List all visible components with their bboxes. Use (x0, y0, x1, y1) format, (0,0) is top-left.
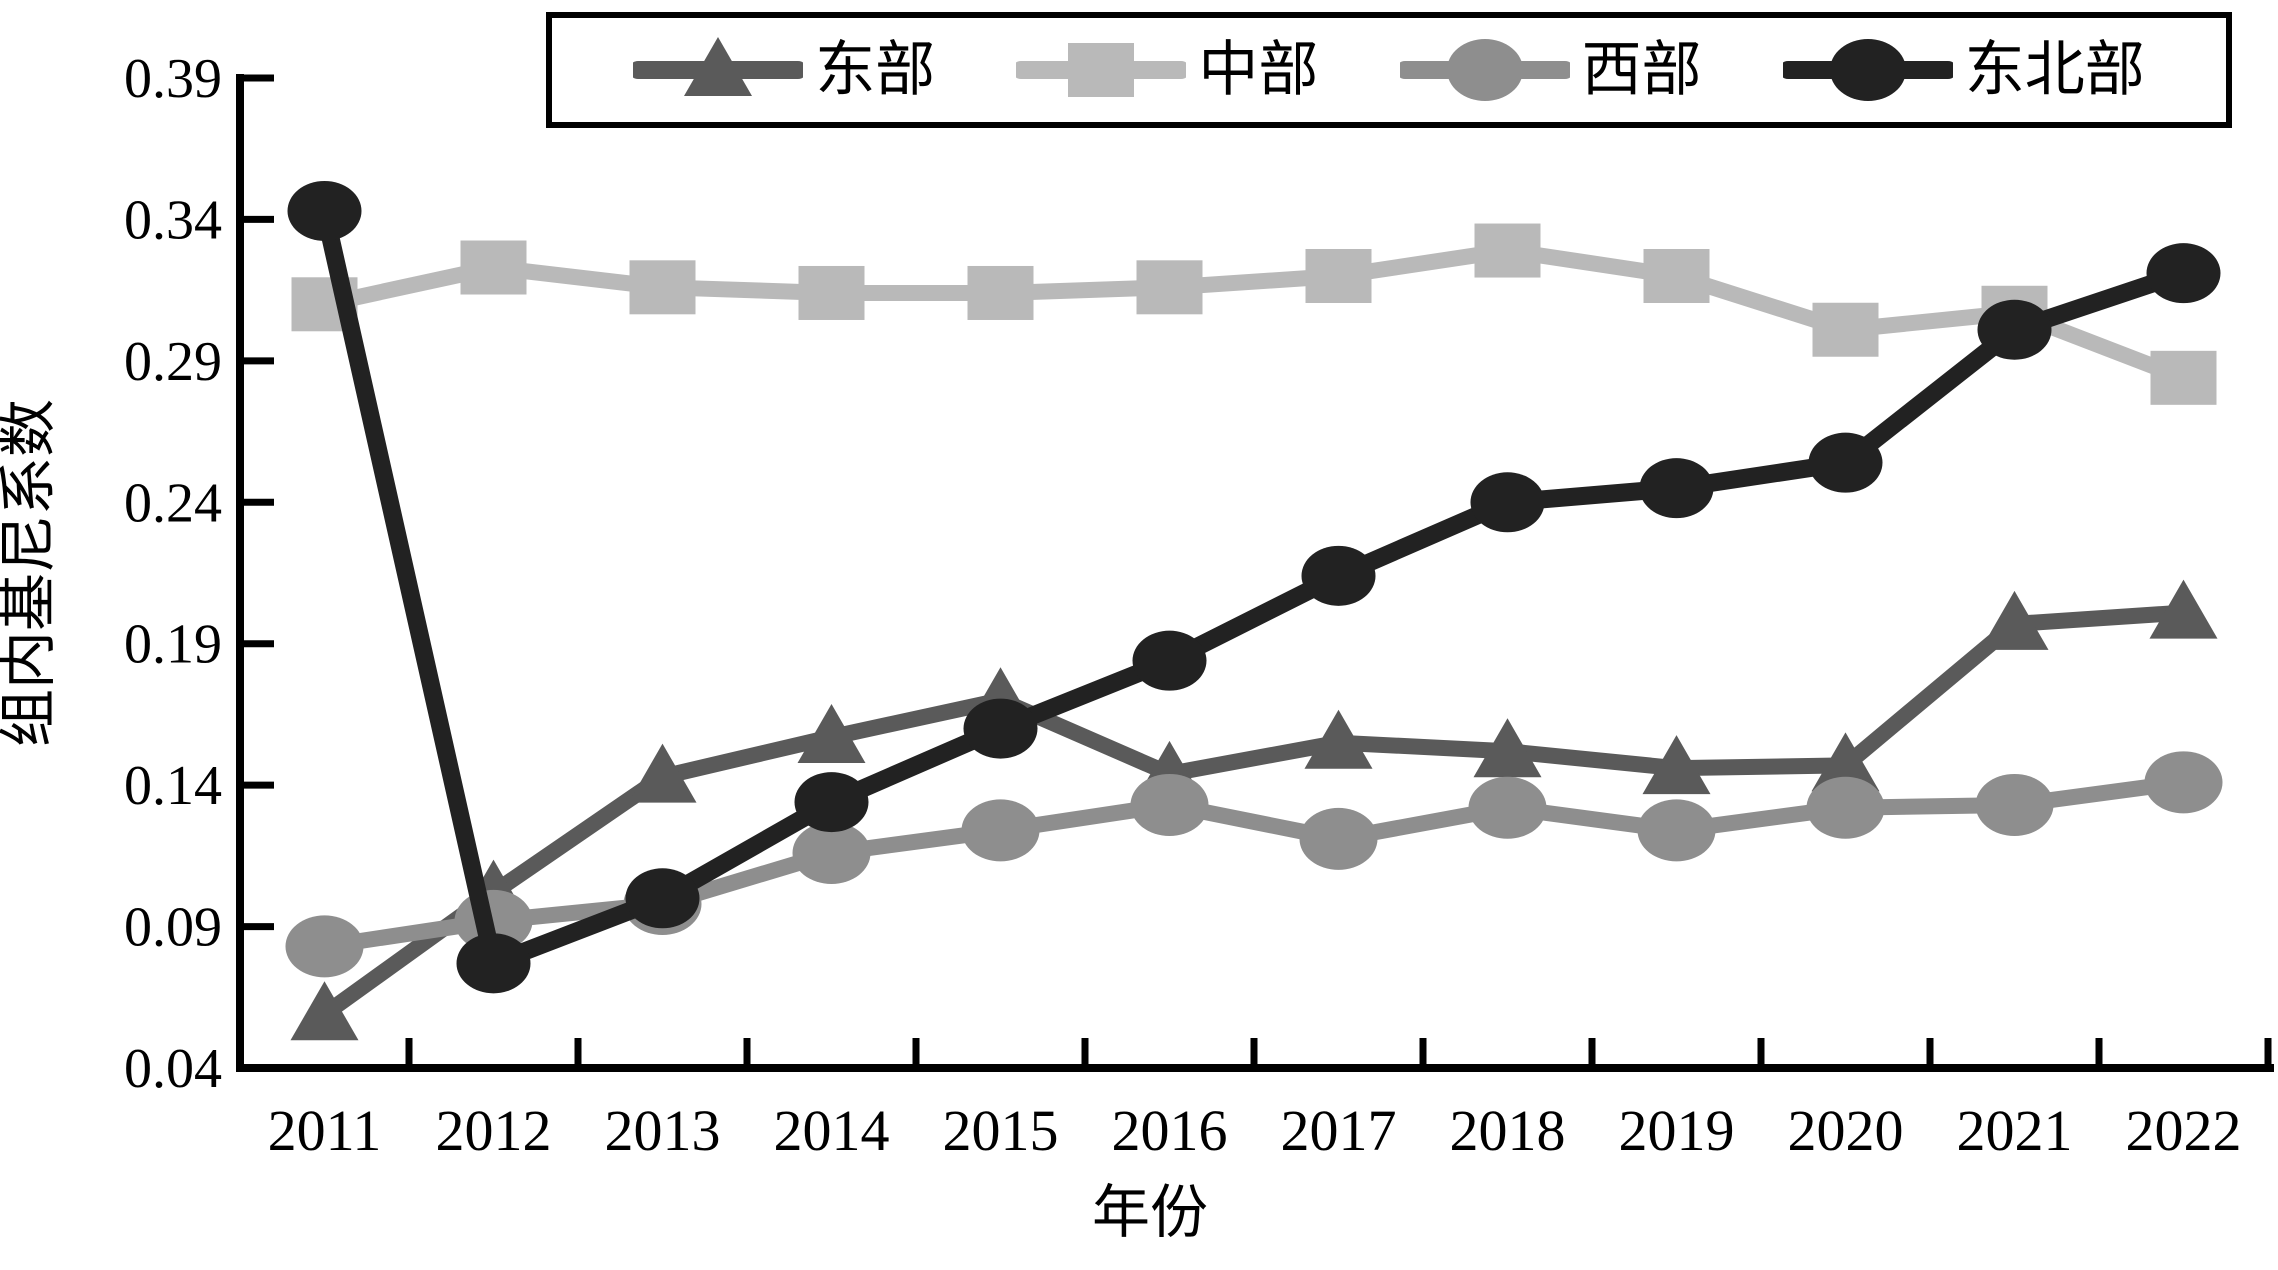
series-marker-west (961, 799, 1040, 862)
x-tick-label: 2021 (1957, 1098, 2073, 1163)
y-tick-label: 0.24 (124, 472, 222, 534)
series-marker-west (1975, 773, 2054, 836)
series-marker-east (797, 704, 866, 764)
series-marker-west (1806, 776, 1885, 839)
x-tick-label: 2022 (2126, 1098, 2242, 1163)
series-marker-central (1305, 249, 1372, 303)
legend-item-central: 中部 (1016, 30, 1318, 110)
x-tick-label: 2014 (774, 1098, 890, 1163)
series-marker-northeast (2146, 243, 2221, 304)
triangle-legend-marker-icon (633, 37, 804, 96)
x-tick-label: 2013 (605, 1098, 721, 1163)
series-marker-west (1637, 799, 1716, 862)
series-marker-northeast (1808, 432, 1883, 493)
legend-label-east: 东部 (815, 37, 936, 103)
legend-label-central: 中部 (1198, 37, 1319, 103)
legend-item-northeast: 东北部 (1782, 30, 2145, 110)
series-marker-central (629, 260, 696, 315)
x-axis-title: 年份 (1092, 1180, 1208, 1245)
series-line-central (316, 242, 2192, 386)
series-marker-northeast (1132, 630, 1207, 691)
y-tick-label: 0.14 (124, 755, 222, 817)
y-tick-label: 0.19 (124, 614, 222, 676)
y-tick-label: 0.04 (124, 1038, 222, 1100)
series-marker-west (1468, 776, 1547, 839)
y-axis-title: 组内基尼系数 (0, 399, 61, 747)
series-marker-central (2150, 350, 2217, 405)
series-marker-northeast (625, 868, 700, 929)
series-marker-northeast (963, 698, 1038, 759)
legend-box: 东部 中部 西部 东北部 (546, 12, 2232, 128)
series-marker-central (798, 265, 865, 320)
series-marker-central (967, 265, 1034, 320)
x-tick-label: 2020 (1788, 1098, 1904, 1163)
series-marker-central (1136, 260, 1203, 315)
series-marker-central (460, 240, 527, 295)
x-tick-label: 2018 (1450, 1098, 1566, 1163)
series-marker-west (1299, 807, 1378, 870)
y-tick-label: 0.39 (124, 48, 222, 110)
y-tick-label: 0.34 (124, 189, 222, 251)
series-marker-northeast (456, 933, 531, 994)
series-marker-northeast (794, 772, 869, 833)
x-tick-label: 2012 (436, 1098, 552, 1163)
x-tick-label: 2019 (1619, 1098, 1735, 1163)
series-marker-west (1130, 773, 1209, 836)
series-marker-east (1473, 718, 1542, 778)
series-marker-west (2144, 751, 2223, 814)
series-marker-central (1474, 223, 1541, 278)
legend-item-west: 西部 (1399, 30, 1702, 110)
series-marker-northeast (1470, 472, 1545, 533)
legend-label-west: 西部 (1581, 37, 1702, 103)
legend-item-east: 东部 (633, 30, 935, 110)
y-tick-label: 0.29 (124, 331, 222, 393)
series-marker-northeast (1301, 545, 1376, 606)
series-marker-east (1304, 709, 1373, 769)
series-marker-east (1811, 732, 1880, 792)
y-tick-label: 0.09 (124, 897, 222, 959)
series-marker-east (1980, 590, 2049, 650)
series-marker-west (792, 822, 871, 885)
series-marker-northeast (1639, 458, 1714, 519)
x-tick-label: 2011 (268, 1098, 382, 1163)
series-marker-west (285, 915, 364, 978)
circle-legend-marker-icon (1782, 39, 1953, 101)
series-marker-northeast (1977, 299, 2052, 360)
series-marker-east (290, 981, 359, 1041)
x-tick-label: 2015 (943, 1098, 1059, 1163)
legend-label-northeast: 东北部 (1964, 37, 2145, 103)
series-marker-central (1812, 302, 1879, 357)
series-marker-east (628, 743, 697, 803)
series-marker-central (1643, 249, 1710, 303)
square-legend-marker-icon (1016, 43, 1187, 97)
x-tick-label: 2016 (1112, 1098, 1228, 1163)
series-marker-northeast (287, 180, 362, 241)
circle-legend-marker-icon (1399, 39, 1570, 101)
series-marker-east (2149, 579, 2218, 639)
series-marker-east (1642, 735, 1711, 795)
x-tick-label: 2017 (1281, 1098, 1397, 1163)
